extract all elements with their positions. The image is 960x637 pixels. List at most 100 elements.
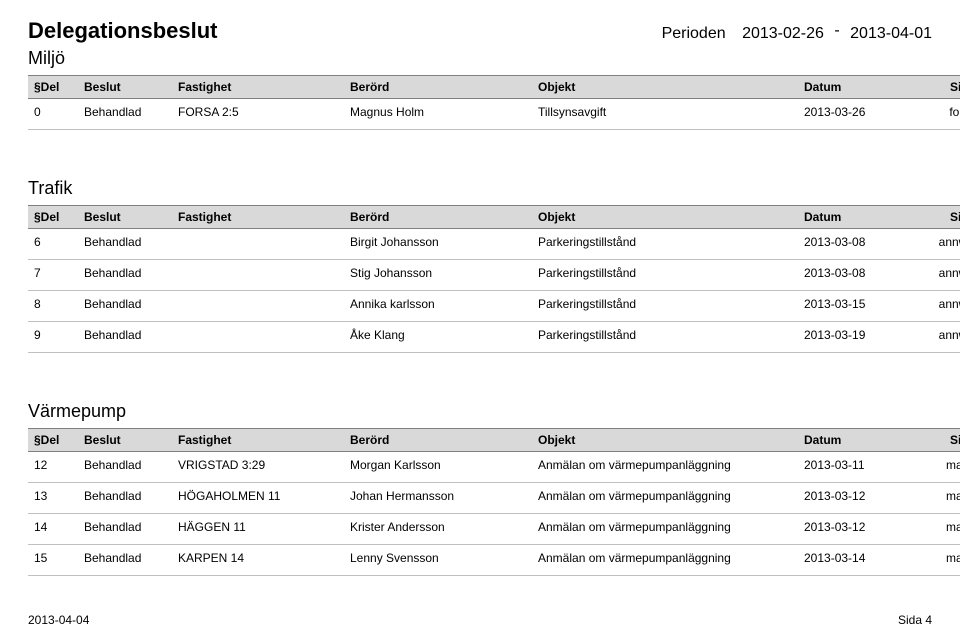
page-subtitle: Miljö	[28, 48, 932, 69]
period-to: 2013-04-01	[850, 25, 932, 42]
table-header-row: §DelBeslutFastighetBerördObjektDatumSign	[28, 76, 960, 99]
cell-beslut: Behandlad	[78, 514, 172, 545]
cell-fastighet: FORSA 2:5	[172, 99, 344, 130]
col-header-sign: Sign	[910, 429, 960, 452]
cell-objekt: Anmälan om värmepumpanläggning	[532, 452, 798, 483]
cell-del: 7	[28, 260, 78, 291]
table-row: 13BehandladHÖGAHOLMEN 11Johan Hermansson…	[28, 483, 960, 514]
table-row: 0BehandladFORSA 2:5Magnus HolmTillsynsav…	[28, 99, 960, 130]
cell-sign: annwik	[910, 229, 960, 260]
cell-datum: 2013-03-08	[798, 229, 910, 260]
cell-del: 15	[28, 545, 78, 576]
col-header-beslut: Beslut	[78, 429, 172, 452]
cell-berord: Lenny Svensson	[344, 545, 532, 576]
cell-del: 14	[28, 514, 78, 545]
col-header-datum: Datum	[798, 429, 910, 452]
cell-sign: annwik	[910, 260, 960, 291]
col-header-del: §Del	[28, 206, 78, 229]
col-header-fastighet: Fastighet	[172, 206, 344, 229]
table-row: 14BehandladHÄGGEN 11Krister AnderssonAnm…	[28, 514, 960, 545]
cell-datum: 2013-03-14	[798, 545, 910, 576]
cell-sign: magu	[910, 514, 960, 545]
cell-objekt: Anmälan om värmepumpanläggning	[532, 483, 798, 514]
table-row: 7Behandlad Stig JohanssonParkeringstillst…	[28, 260, 960, 291]
cell-fastighet: KARPEN 14	[172, 545, 344, 576]
cell-fastighet	[172, 229, 344, 260]
section-table: §DelBeslutFastighetBerördObjektDatumSign…	[28, 205, 960, 353]
footer-date: 2013-04-04	[28, 613, 89, 627]
cell-berord: Annika karlsson	[344, 291, 532, 322]
cell-objekt: Tillsynsavgift	[532, 99, 798, 130]
table-row: 12BehandladVRIGSTAD 3:29Morgan KarlssonA…	[28, 452, 960, 483]
cell-fastighet: HÖGAHOLMEN 11	[172, 483, 344, 514]
cell-sign: annwik	[910, 291, 960, 322]
table-header-row: §DelBeslutFastighetBerördObjektDatumSign	[28, 206, 960, 229]
cell-datum: 2013-03-12	[798, 483, 910, 514]
cell-objekt: Parkeringstillstånd	[532, 322, 798, 353]
cell-berord: Morgan Karlsson	[344, 452, 532, 483]
section-heading: Värmepump	[28, 401, 932, 422]
table-row: 8Behandlad Annika karlssonParkeringstills…	[28, 291, 960, 322]
col-header-objekt: Objekt	[532, 206, 798, 229]
cell-beslut: Behandlad	[78, 260, 172, 291]
page-title: Delegationsbeslut	[28, 18, 217, 44]
cell-del: 6	[28, 229, 78, 260]
cell-objekt: Parkeringstillstånd	[532, 291, 798, 322]
sections-host: §DelBeslutFastighetBerördObjektDatumSign…	[28, 75, 932, 576]
cell-sign: fomo	[910, 99, 960, 130]
table-header-row: §DelBeslutFastighetBerördObjektDatumSign	[28, 429, 960, 452]
title-row: Delegationsbeslut Perioden 2013-02-26 - …	[28, 18, 932, 44]
cell-beslut: Behandlad	[78, 229, 172, 260]
col-header-berord: Berörd	[344, 76, 532, 99]
col-header-beslut: Beslut	[78, 76, 172, 99]
cell-berord: Åke Klang	[344, 322, 532, 353]
table-row: 15BehandladKARPEN 14Lenny SvenssonAnmäla…	[28, 545, 960, 576]
cell-beslut: Behandlad	[78, 545, 172, 576]
cell-fastighet	[172, 260, 344, 291]
cell-fastighet	[172, 291, 344, 322]
cell-berord: Johan Hermansson	[344, 483, 532, 514]
cell-beslut: Behandlad	[78, 99, 172, 130]
cell-datum: 2013-03-11	[798, 452, 910, 483]
footer-page: Sida 4	[898, 613, 932, 627]
period-from: 2013-02-26	[742, 25, 824, 42]
col-header-berord: Berörd	[344, 206, 532, 229]
cell-sign: magu	[910, 452, 960, 483]
cell-del: 12	[28, 452, 78, 483]
cell-beslut: Behandlad	[78, 452, 172, 483]
cell-sign: magu	[910, 545, 960, 576]
col-header-sign: Sign	[910, 76, 960, 99]
cell-fastighet	[172, 322, 344, 353]
col-header-fastighet: Fastighet	[172, 76, 344, 99]
col-header-objekt: Objekt	[532, 429, 798, 452]
page-footer: 2013-04-04 Sida 4	[28, 613, 932, 627]
cell-sign: annwik	[910, 322, 960, 353]
table-row: 9Behandlad Åke KlangParkeringstillstånd20…	[28, 322, 960, 353]
col-header-fastighet: Fastighet	[172, 429, 344, 452]
section-table: §DelBeslutFastighetBerördObjektDatumSign…	[28, 75, 960, 130]
cell-berord: Magnus Holm	[344, 99, 532, 130]
cell-datum: 2013-03-08	[798, 260, 910, 291]
cell-datum: 2013-03-15	[798, 291, 910, 322]
cell-datum: 2013-03-19	[798, 322, 910, 353]
cell-del: 8	[28, 291, 78, 322]
cell-sign: magu	[910, 483, 960, 514]
report-page: Delegationsbeslut Perioden 2013-02-26 - …	[0, 0, 960, 637]
cell-datum: 2013-03-12	[798, 514, 910, 545]
cell-del: 9	[28, 322, 78, 353]
cell-del: 13	[28, 483, 78, 514]
cell-berord: Stig Johansson	[344, 260, 532, 291]
col-header-objekt: Objekt	[532, 76, 798, 99]
cell-objekt: Parkeringstillstånd	[532, 260, 798, 291]
section-heading: Trafik	[28, 178, 932, 199]
col-header-beslut: Beslut	[78, 206, 172, 229]
cell-beslut: Behandlad	[78, 291, 172, 322]
col-header-sign: Sign	[910, 206, 960, 229]
cell-beslut: Behandlad	[78, 483, 172, 514]
cell-objekt: Anmälan om värmepumpanläggning	[532, 514, 798, 545]
cell-objekt: Anmälan om värmepumpanläggning	[532, 545, 798, 576]
period-range: Perioden 2013-02-26 - 2013-04-01	[662, 25, 932, 43]
cell-fastighet: HÄGGEN 11	[172, 514, 344, 545]
cell-beslut: Behandlad	[78, 322, 172, 353]
col-header-datum: Datum	[798, 206, 910, 229]
